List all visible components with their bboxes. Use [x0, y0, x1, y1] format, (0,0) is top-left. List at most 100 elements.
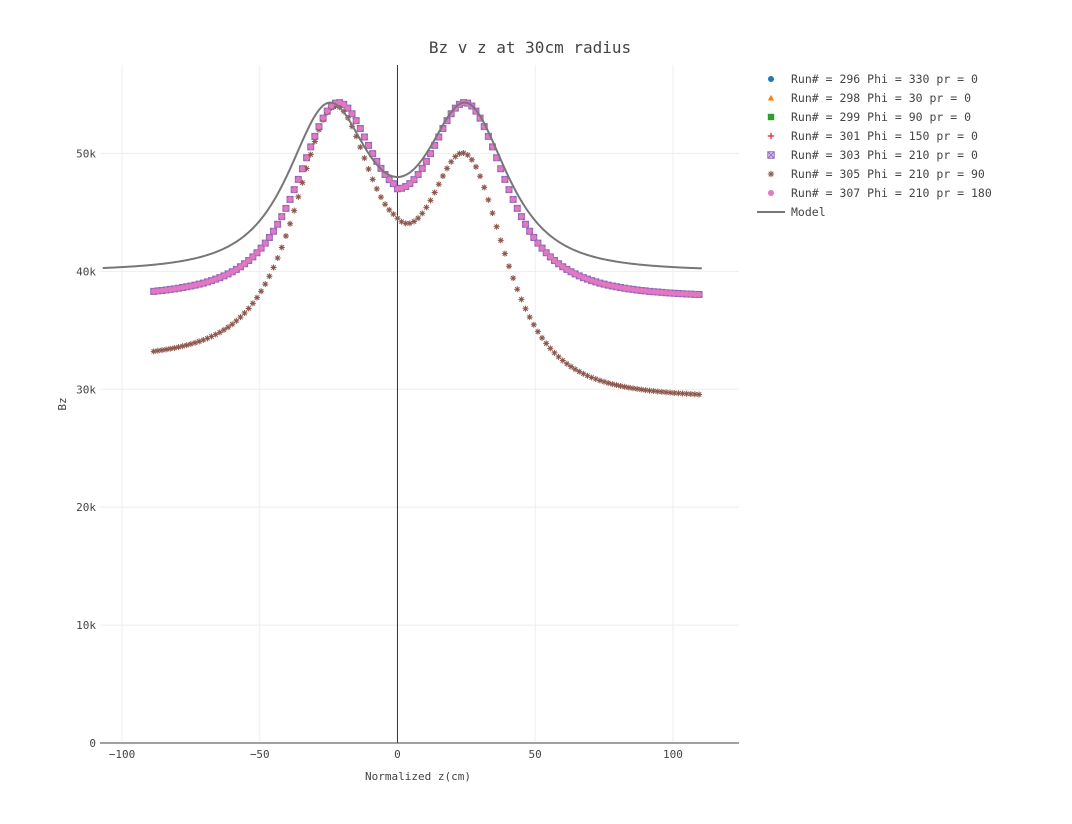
- data-point: [667, 290, 673, 296]
- data-point: [390, 211, 397, 218]
- data-point: [237, 263, 244, 270]
- data-point: [249, 300, 256, 307]
- x-tick-label: −50: [250, 748, 270, 761]
- legend-item[interactable]: Run# = 307 Phi = 210 pr = 180: [768, 186, 992, 200]
- data-point: [555, 353, 562, 360]
- data-point: [551, 349, 558, 356]
- data-point: [179, 284, 186, 291]
- legend-item[interactable]: Run# = 296 Phi = 330 pr = 0: [768, 72, 978, 86]
- data-point: [522, 305, 529, 312]
- data-point: [568, 268, 574, 275]
- data-point: [369, 176, 376, 183]
- data-point: [564, 266, 570, 273]
- legend-marker: [767, 132, 775, 140]
- data-point: [530, 321, 537, 328]
- data-point: [373, 185, 380, 192]
- data-point: [531, 234, 537, 241]
- data-point: [270, 264, 277, 271]
- data-point: [477, 173, 484, 180]
- data-point: [303, 165, 310, 172]
- data-point: [315, 126, 322, 133]
- data-point: [663, 289, 669, 296]
- data-point: [225, 324, 232, 331]
- data-point: [617, 284, 624, 291]
- legend-item[interactable]: Run# = 298 Phi = 30 pr = 0: [767, 91, 971, 105]
- data-point: [493, 223, 500, 230]
- data-point: [691, 391, 698, 398]
- data-point: [398, 218, 405, 225]
- data-point: [559, 263, 566, 270]
- model-line: [102, 101, 702, 270]
- legend-item[interactable]: Run# = 301 Phi = 150 pr = 0: [767, 129, 978, 143]
- legend-label: Run# = 298 Phi = 30 pr = 0: [791, 91, 971, 105]
- data-point: [543, 249, 549, 256]
- data-point: [241, 310, 248, 317]
- data-point: [402, 220, 409, 227]
- model-layer: [102, 101, 702, 270]
- data-point: [501, 250, 508, 257]
- data-point: [415, 215, 422, 222]
- data-point: [671, 389, 678, 396]
- data-point: [572, 366, 579, 373]
- legend-item[interactable]: Run# = 303 Phi = 210 pr = 0: [767, 148, 978, 162]
- data-point: [456, 150, 463, 157]
- data-point: [167, 286, 174, 293]
- data-point: [518, 296, 525, 303]
- data-point: [394, 186, 401, 192]
- data-point: [250, 254, 256, 260]
- data-point: [431, 189, 438, 196]
- data-point: [510, 196, 516, 203]
- data-point: [229, 268, 236, 275]
- data-point: [539, 245, 545, 251]
- legend-label: Run# = 303 Phi = 210 pr = 0: [791, 148, 978, 162]
- legend[interactable]: Run# = 296 Phi = 330 pr = 0 Run# = 298 Ph…: [757, 72, 992, 219]
- legend-item[interactable]: Run# = 299 Phi = 90 pr = 0: [767, 110, 971, 124]
- data-point: [353, 117, 359, 124]
- data-point: [609, 381, 616, 388]
- data-point: [617, 382, 624, 389]
- data-point: [650, 388, 657, 395]
- data-point: [150, 288, 157, 295]
- data-point: [150, 348, 157, 355]
- legend-item[interactable]: Run# = 305 Phi = 210 pr = 90: [767, 167, 985, 181]
- data-point: [291, 207, 298, 214]
- data-point: [357, 144, 364, 151]
- legend-label: Run# = 299 Phi = 90 pr = 0: [791, 110, 971, 124]
- data-point: [179, 343, 186, 350]
- data-point: [167, 345, 174, 352]
- data-point: [382, 201, 389, 208]
- data-point: [245, 305, 252, 312]
- data-point: [407, 180, 413, 187]
- data-point: [419, 165, 426, 172]
- data-point: [506, 186, 512, 193]
- data-point: [613, 284, 620, 290]
- data-point: [658, 388, 665, 395]
- data-point: [427, 150, 434, 157]
- data-point: [270, 228, 277, 235]
- x-tick-label: −100: [109, 748, 136, 761]
- legend-item-model[interactable]: Model: [757, 205, 826, 219]
- data-point: [233, 317, 240, 324]
- y-axis-title: Bz: [56, 397, 69, 410]
- data-point: [613, 382, 620, 389]
- x-axis-title: Normalized z(cm): [365, 770, 471, 783]
- data-point: [320, 115, 326, 121]
- data-point: [535, 240, 541, 246]
- data-point: [506, 263, 513, 270]
- y-tick-label: 10k: [76, 619, 96, 632]
- data-point: [646, 288, 653, 295]
- legend-marker: [768, 76, 774, 82]
- data-point: [621, 285, 628, 292]
- y-tick-label: 50k: [76, 147, 96, 160]
- axes: −100 −50 0 50 100 0 10k 20k 30k 40k 50k: [76, 147, 739, 761]
- data-point: [245, 257, 252, 264]
- data-point: [522, 221, 529, 228]
- data-point: [229, 321, 236, 328]
- data-point: [212, 331, 219, 338]
- data-point: [154, 347, 161, 354]
- data-point: [679, 290, 686, 297]
- series-4: [150, 99, 703, 299]
- data-point: [431, 142, 438, 149]
- y-tick-label: 30k: [76, 383, 96, 396]
